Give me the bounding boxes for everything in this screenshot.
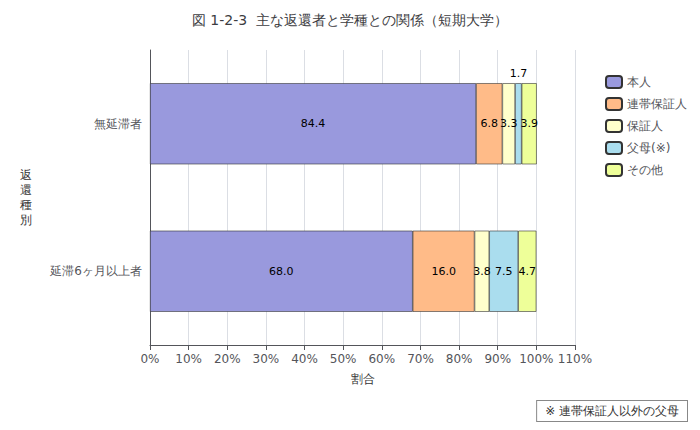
svg-text:連帯保証人: 連帯保証人 [627,97,687,111]
svg-text:4.7: 4.7 [519,265,537,278]
svg-text:40%: 40% [291,352,318,366]
svg-text:7.5: 7.5 [495,265,513,278]
svg-text:別: 別 [20,213,32,227]
svg-text:※ 連帯保証人以外の父母: ※ 連帯保証人以外の父母 [545,404,679,418]
svg-text:本人: 本人 [627,75,651,89]
svg-text:68.0: 68.0 [269,265,294,278]
svg-text:父母(※): 父母(※) [627,141,670,155]
svg-text:84.4: 84.4 [301,117,326,130]
svg-text:110%: 110% [558,352,592,366]
svg-text:返: 返 [20,168,32,182]
svg-text:50%: 50% [330,352,357,366]
svg-text:3.3: 3.3 [500,117,518,130]
svg-text:3.8: 3.8 [473,265,491,278]
svg-text:90%: 90% [484,352,511,366]
svg-text:割合: 割合 [351,372,375,386]
svg-text:80%: 80% [446,352,473,366]
svg-text:3.9: 3.9 [520,117,538,130]
svg-text:0%: 0% [140,352,159,366]
svg-text:保証人: 保証人 [627,119,663,133]
svg-text:10%: 10% [175,352,202,366]
svg-text:図 1-2-3 主な返還者と学種との関係（短期大学）: 図 1-2-3 主な返還者と学種との関係（短期大学） [192,12,508,28]
svg-text:無延滞者: 無延滞者 [94,117,142,131]
svg-text:30%: 30% [253,352,280,366]
svg-text:6.8: 6.8 [480,117,498,130]
svg-text:還: 還 [20,183,32,197]
svg-text:60%: 60% [368,352,395,366]
svg-text:100%: 100% [519,352,553,366]
svg-text:種: 種 [20,198,32,212]
svg-text:20%: 20% [214,352,241,366]
svg-text:16.0: 16.0 [431,265,456,278]
svg-text:70%: 70% [407,352,434,366]
svg-text:その他: その他 [627,163,663,177]
svg-text:延滞6ヶ月以上者: 延滞6ヶ月以上者 [49,264,142,278]
svg-text:1.7: 1.7 [510,67,528,80]
